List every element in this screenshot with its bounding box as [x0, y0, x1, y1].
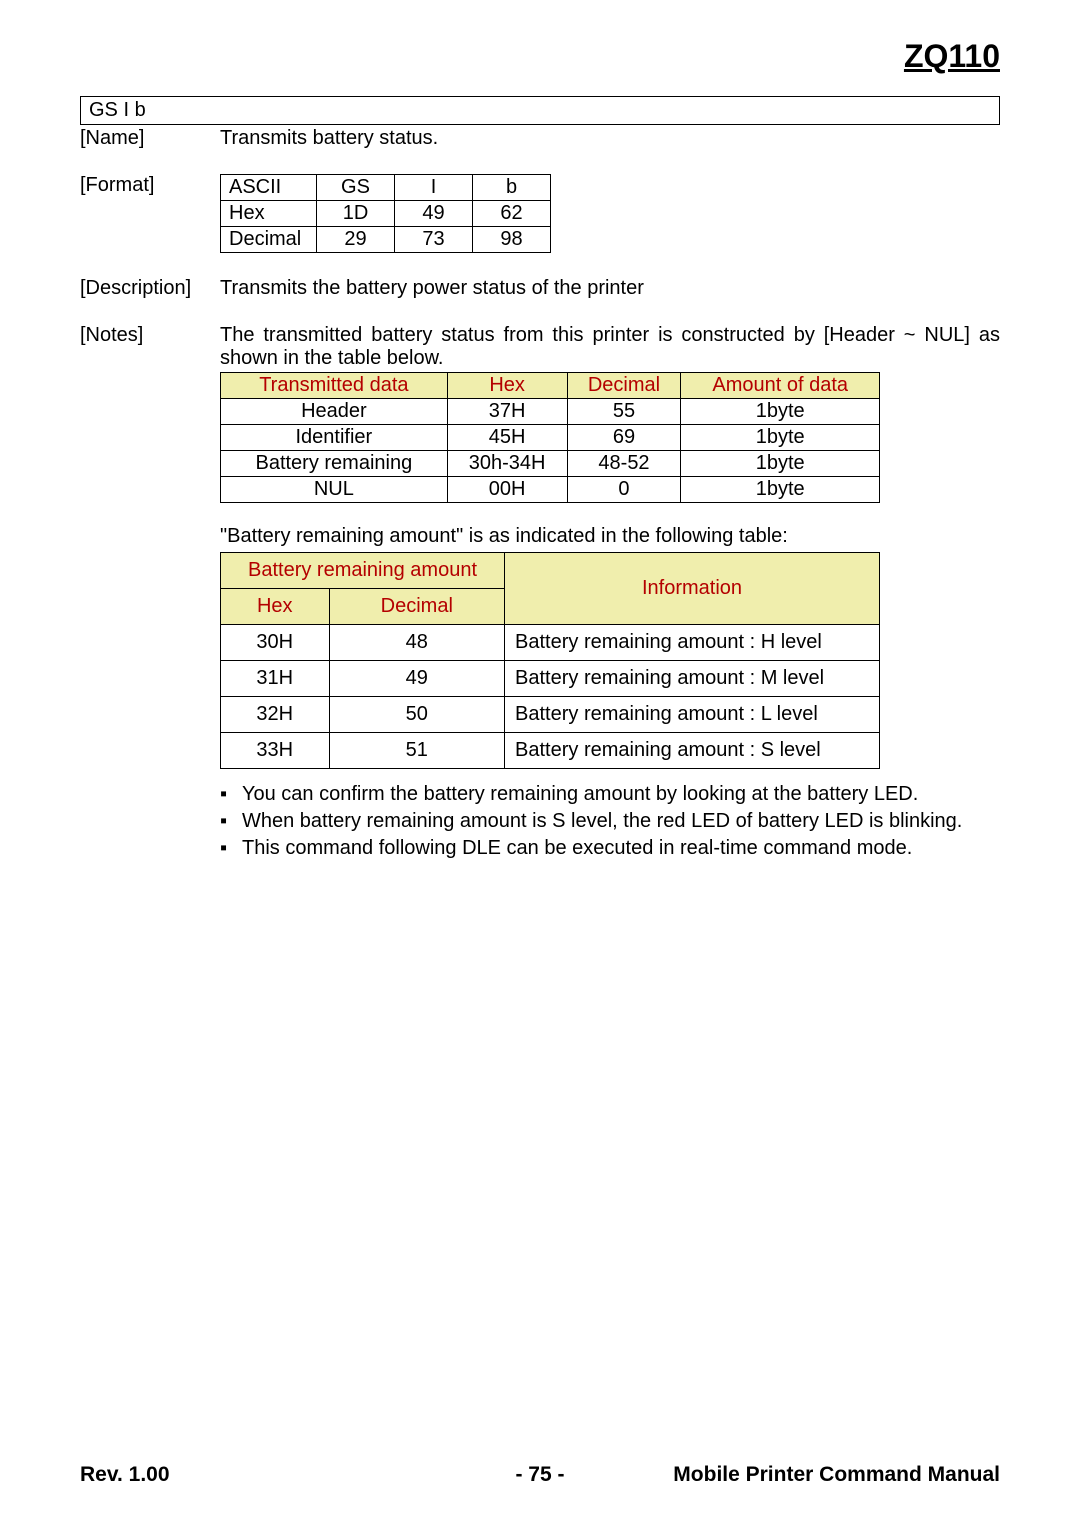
- format-cell: 62: [473, 201, 551, 227]
- info-cell: 32H: [221, 697, 330, 733]
- format-cell: 73: [395, 227, 473, 253]
- trans-cell: 48-52: [567, 451, 681, 477]
- format-cell: GS: [317, 175, 395, 201]
- format-label: [Format]: [80, 174, 220, 197]
- trans-cell: 1byte: [681, 425, 880, 451]
- format-row: [Format] ASCIIGSIb Hex1D4962 Decimal297398: [80, 174, 1000, 253]
- info-cell: 49: [329, 661, 504, 697]
- format-cell: I: [395, 175, 473, 201]
- trans-cell: 69: [567, 425, 681, 451]
- info-cell: 51: [329, 733, 504, 769]
- info-cell: Battery remaining amount : S level: [505, 733, 880, 769]
- info-cell: 30H: [221, 625, 330, 661]
- page-footer: Rev. 1.00 - 75 - Mobile Printer Command …: [80, 1463, 1000, 1487]
- trans-cell: 37H: [447, 399, 567, 425]
- trans-cell: Header: [221, 399, 448, 425]
- trans-cell: 1byte: [681, 477, 880, 503]
- format-cell: Decimal: [221, 227, 317, 253]
- format-cell: 29: [317, 227, 395, 253]
- info-cell: 33H: [221, 733, 330, 769]
- format-cell: ASCII: [221, 175, 317, 201]
- name-row: [Name] Transmits battery status.: [80, 127, 1000, 150]
- name-value: Transmits battery status.: [220, 127, 1000, 150]
- info-cell: Battery remaining amount : M level: [505, 661, 880, 697]
- note-bullet: ▪ You can confirm the battery remaining a…: [220, 783, 1000, 806]
- info-cell: Battery remaining amount : H level: [505, 625, 880, 661]
- description-value: Transmits the battery power status of th…: [220, 277, 1000, 300]
- bullet-text: This command following DLE can be execut…: [242, 837, 912, 859]
- info-cell: 31H: [221, 661, 330, 697]
- command-title: GS I b: [89, 99, 146, 121]
- notes-bullets: ▪ You can confirm the battery remaining a…: [220, 783, 1000, 860]
- info-header: Information: [505, 553, 880, 625]
- notes-label: [Notes]: [80, 324, 220, 347]
- format-cell: 1D: [317, 201, 395, 227]
- trans-cell: 55: [567, 399, 681, 425]
- note-bullet: ▪ When battery remaining amount is S leve…: [220, 810, 1000, 833]
- bullet-icon: ▪: [220, 837, 227, 860]
- trans-header: Hex: [447, 373, 567, 399]
- bullet-text: You can confirm the battery remaining am…: [242, 783, 918, 805]
- trans-cell: 00H: [447, 477, 567, 503]
- info-cell: 50: [329, 697, 504, 733]
- info-cell: Battery remaining amount : L level: [505, 697, 880, 733]
- trans-header: Decimal: [567, 373, 681, 399]
- trans-cell: NUL: [221, 477, 448, 503]
- trans-header: Transmitted data: [221, 373, 448, 399]
- page: ZQ110 GS I b [Name] Transmits battery st…: [0, 0, 1080, 1527]
- format-cell: b: [473, 175, 551, 201]
- content-area: GS I b [Name] Transmits battery status. …: [80, 96, 1000, 864]
- bullet-text: When battery remaining amount is S level…: [242, 810, 962, 832]
- info-subheader: Hex: [221, 589, 330, 625]
- remaining-intro: "Battery remaining amount" is as indicat…: [220, 525, 1000, 548]
- trans-cell: 30h-34H: [447, 451, 567, 477]
- trans-cell: 0: [567, 477, 681, 503]
- notes-intro: The transmitted battery status from this…: [220, 324, 1000, 370]
- description-row: [Description] Transmits the battery powe…: [80, 277, 1000, 300]
- footer-page: - 75 -: [80, 1463, 1000, 1487]
- format-table: ASCIIGSIb Hex1D4962 Decimal297398: [220, 174, 551, 253]
- info-cell: 48: [329, 625, 504, 661]
- notes-row: [Notes] The transmitted battery status f…: [80, 324, 1000, 864]
- trans-cell: 1byte: [681, 451, 880, 477]
- format-value: ASCIIGSIb Hex1D4962 Decimal297398: [220, 174, 1000, 253]
- info-table: Battery remaining amountInformation HexDe…: [220, 552, 880, 769]
- description-label: [Description]: [80, 277, 220, 300]
- trans-cell: 1byte: [681, 399, 880, 425]
- trans-cell: 45H: [447, 425, 567, 451]
- name-label: [Name]: [80, 127, 220, 150]
- transmitted-table: Transmitted dataHexDecimalAmount of data…: [220, 372, 880, 503]
- info-header: Battery remaining amount: [221, 553, 505, 589]
- command-title-box: GS I b: [80, 96, 1000, 125]
- note-bullet: ▪ This command following DLE can be execu…: [220, 837, 1000, 860]
- info-subheader: Decimal: [329, 589, 504, 625]
- trans-cell: Identifier: [221, 425, 448, 451]
- trans-header: Amount of data: [681, 373, 880, 399]
- format-cell: Hex: [221, 201, 317, 227]
- model-label: ZQ110: [904, 38, 1000, 75]
- trans-cell: Battery remaining: [221, 451, 448, 477]
- format-cell: 49: [395, 201, 473, 227]
- bullet-icon: ▪: [220, 810, 227, 833]
- notes-value: The transmitted battery status from this…: [220, 324, 1000, 864]
- format-cell: 98: [473, 227, 551, 253]
- bullet-icon: ▪: [220, 783, 227, 806]
